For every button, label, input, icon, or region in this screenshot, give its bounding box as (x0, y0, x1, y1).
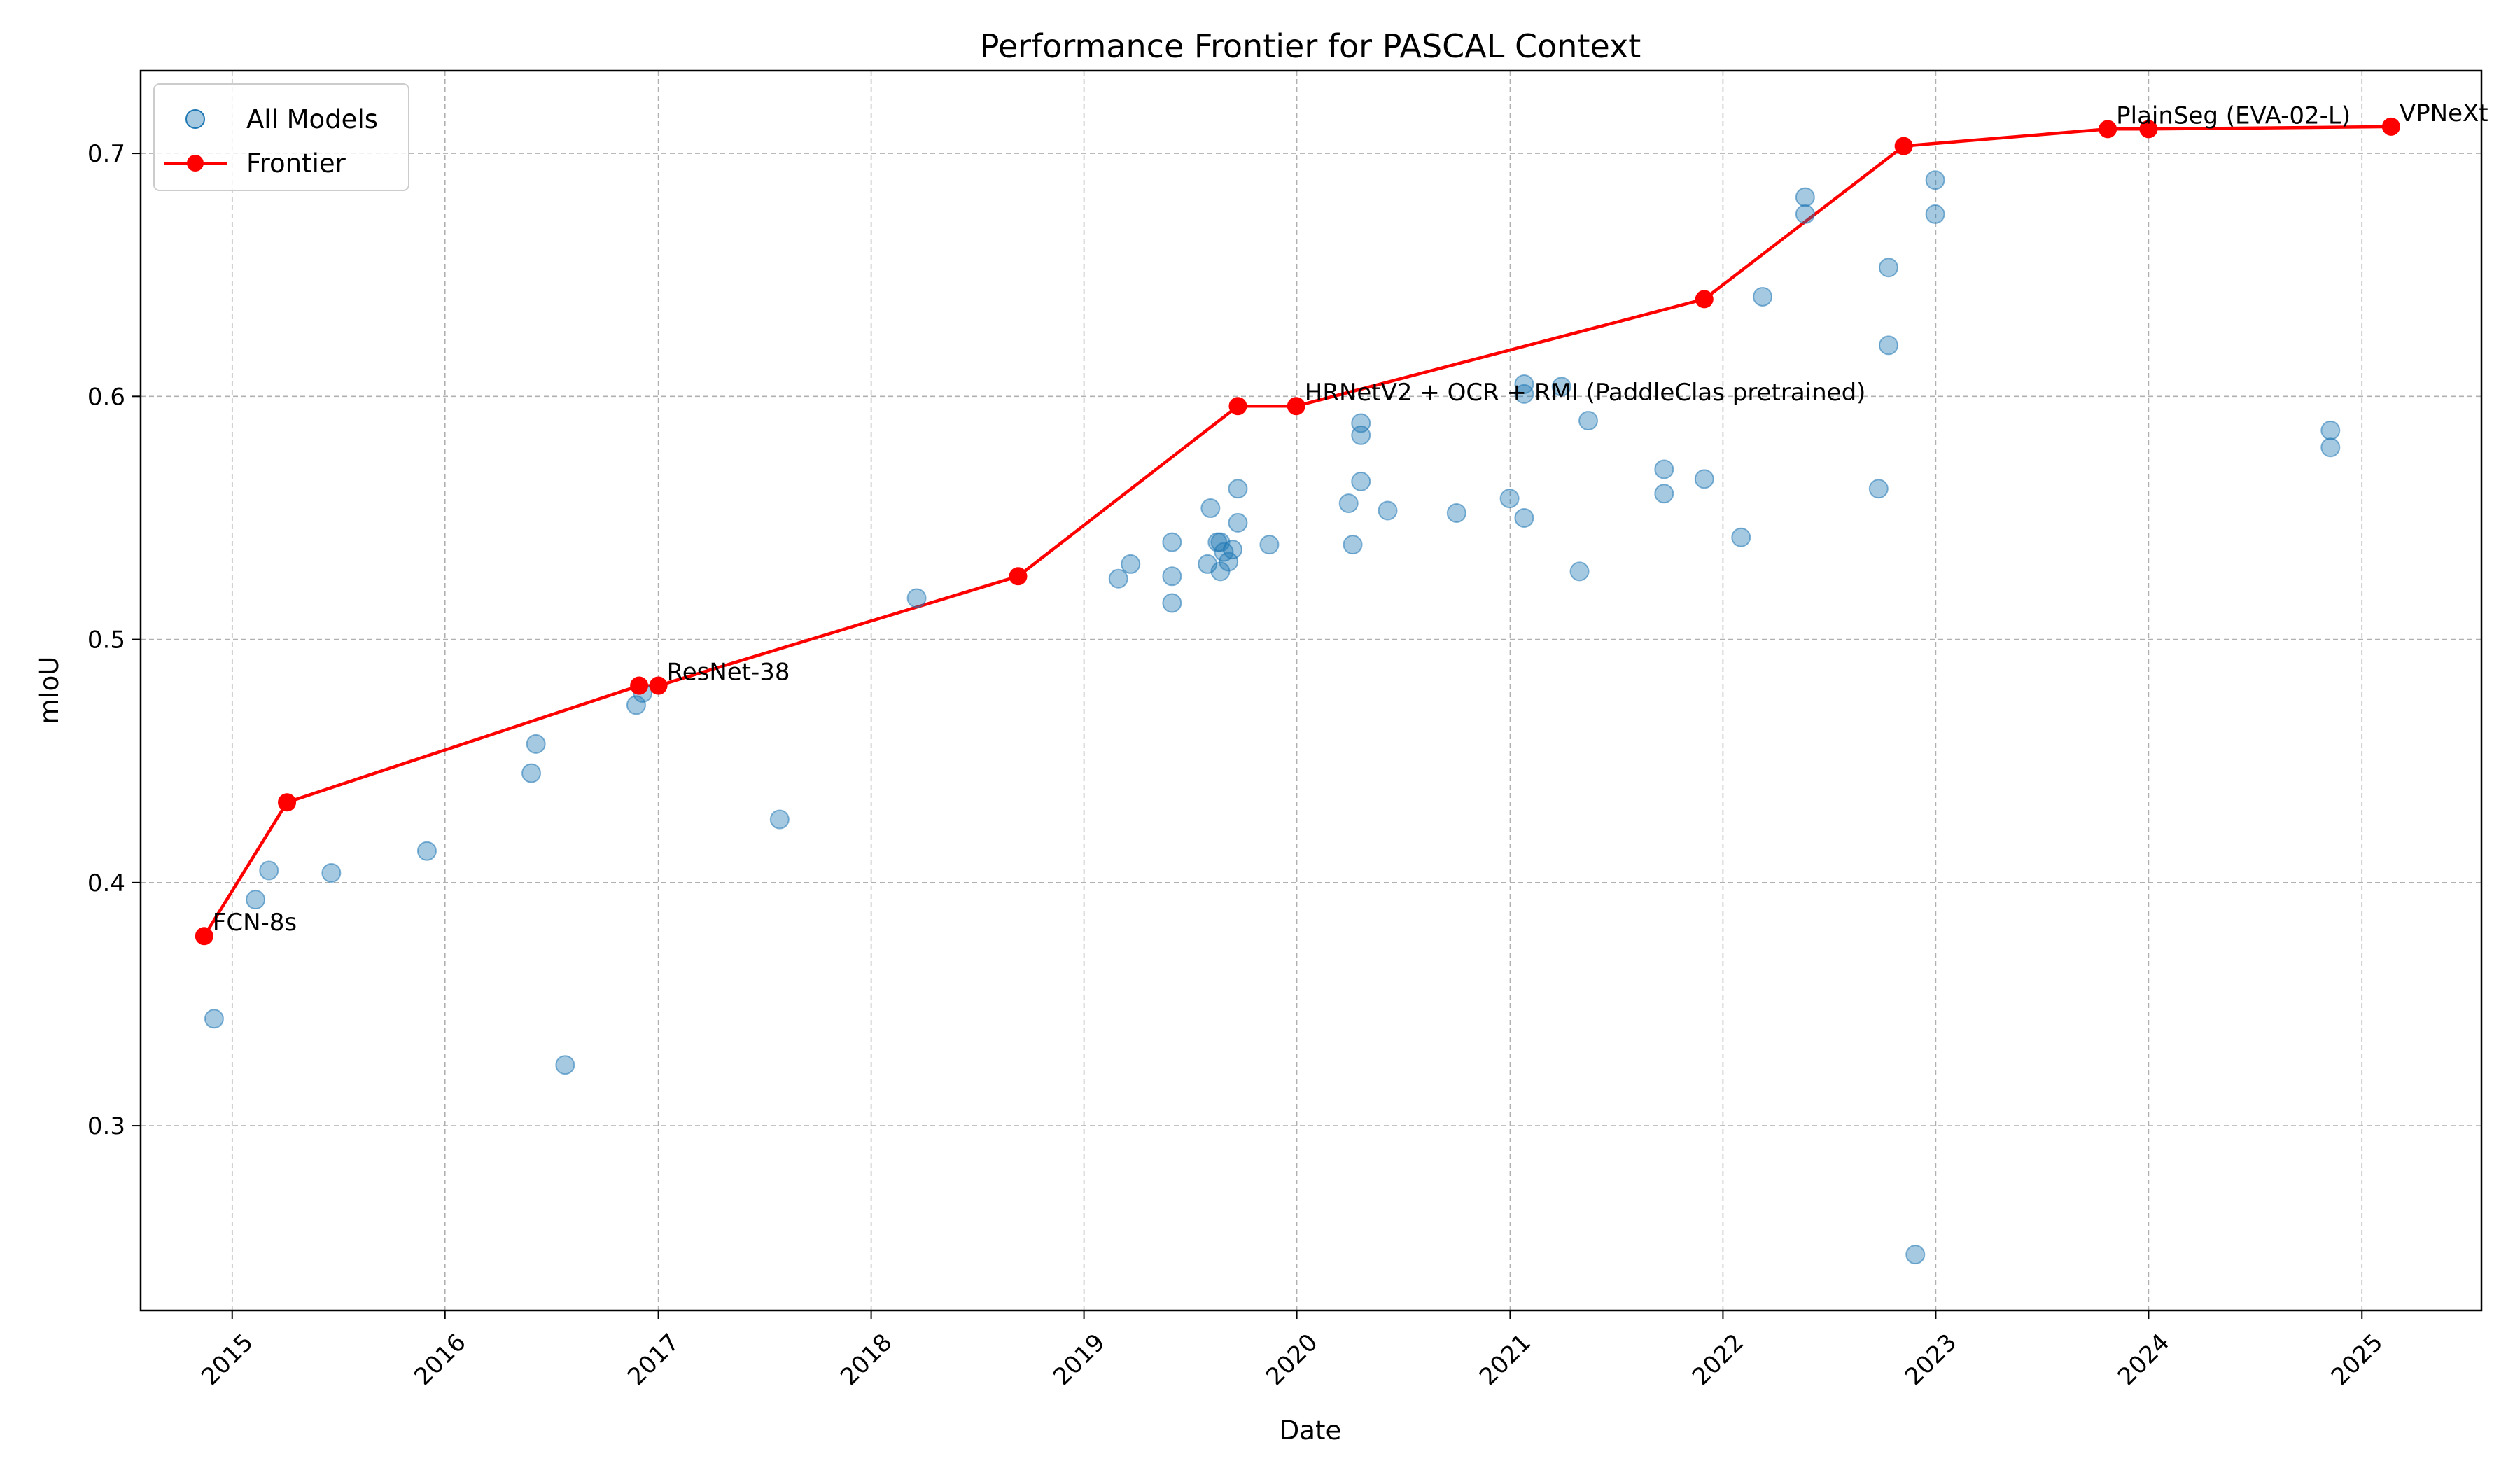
frontier-annotation: PlainSeg (EVA-02-L) (2116, 102, 2351, 130)
model-point (1514, 384, 1534, 404)
model-point (526, 734, 546, 754)
model-point (204, 1009, 224, 1029)
model-point (1259, 535, 1280, 555)
y-tick-label: 0.6 (88, 383, 125, 411)
y-tick-label: 0.5 (88, 626, 125, 654)
model-point (1514, 507, 1534, 528)
model-point (1108, 568, 1128, 589)
gridlines (141, 71, 2482, 1310)
y-axis-ticks: 0.3 0.4 0.5 0.6 0.7 (88, 140, 141, 1140)
model-point (1222, 540, 1242, 560)
model-point (1219, 552, 1239, 572)
model-point (2320, 438, 2341, 458)
y-tick-label: 0.7 (88, 140, 125, 168)
model-point (1228, 512, 1248, 533)
legend-label-all-models: All Models (246, 104, 378, 134)
model-point (321, 862, 342, 883)
model-point (1338, 493, 1359, 514)
legend-scatter-marker (186, 109, 205, 129)
model-point (1694, 469, 1714, 489)
model-point (1162, 566, 1182, 587)
model-point (1121, 554, 1141, 574)
model-point (416, 841, 437, 861)
frontier-point (1287, 397, 1306, 416)
legend-frontier-marker (187, 155, 204, 172)
y-tick-label: 0.3 (88, 1112, 125, 1140)
model-point (1868, 479, 1889, 499)
model-point (1162, 593, 1182, 613)
model-point (1795, 187, 1815, 207)
model-point (1654, 484, 1674, 504)
annotations: FCN-8s ResNet-38 HRNetV2 + OCR + RMI (Padd… (213, 99, 2488, 937)
model-point (1878, 258, 1898, 278)
model-point (1878, 335, 1898, 356)
y-axis-label: mIoU (34, 657, 64, 724)
frontier-point (1695, 290, 1714, 309)
model-point (1551, 377, 1572, 397)
model-point (1925, 170, 1945, 190)
model-point (1569, 561, 1590, 582)
frontier-markers (195, 117, 2400, 946)
frontier-point (195, 927, 214, 946)
frontier-annotation: FCN-8s (213, 909, 297, 937)
model-point (2320, 420, 2341, 440)
frontier-annotation: HRNetV2 + OCR + RMI (PaddleClas pretrain… (1305, 379, 1866, 407)
model-point (1162, 532, 1182, 552)
model-point (1499, 489, 1520, 509)
model-point (1343, 535, 1363, 555)
frontier-point (2381, 117, 2400, 136)
model-point (1795, 204, 1815, 224)
model-point (1351, 471, 1371, 491)
model-point (626, 695, 646, 715)
frontier-annotation: ResNet-38 (667, 659, 790, 687)
frontier-annotation: VPNeXt (2400, 99, 2488, 127)
y-tick-label: 0.4 (88, 869, 125, 897)
frontier-point (2099, 120, 2118, 139)
model-point (1753, 286, 1773, 307)
model-point (1905, 1245, 1926, 1265)
model-point (1228, 479, 1248, 499)
model-point (1731, 527, 1751, 547)
plot-frame (139, 69, 2483, 1312)
frontier-point (1228, 397, 1247, 416)
chart-title: Performance Frontier for PASCAL Context (980, 27, 1641, 65)
model-point (555, 1055, 575, 1075)
model-point (1654, 459, 1674, 479)
model-point (1925, 204, 1945, 224)
legend-label-frontier: Frontier (246, 148, 346, 178)
frontier-point (2139, 120, 2158, 139)
frontier-point (1009, 567, 1028, 586)
x-axis-label: Date (1280, 1415, 1341, 1446)
model-point (1351, 425, 1371, 445)
model-point (769, 809, 790, 830)
model-point (1200, 498, 1221, 519)
model-point (246, 890, 266, 910)
model-point (522, 763, 542, 783)
frontier-point (1894, 136, 1913, 155)
model-point (906, 588, 927, 608)
model-point (1446, 503, 1466, 524)
frontier-point (630, 676, 649, 695)
all-models-series (204, 170, 2341, 1265)
frontier-point (278, 793, 297, 812)
frontier-point (649, 676, 668, 695)
model-point (259, 860, 279, 881)
model-point (1578, 411, 1599, 431)
legend: All Models Frontier (153, 83, 410, 191)
model-point (1378, 500, 1398, 521)
